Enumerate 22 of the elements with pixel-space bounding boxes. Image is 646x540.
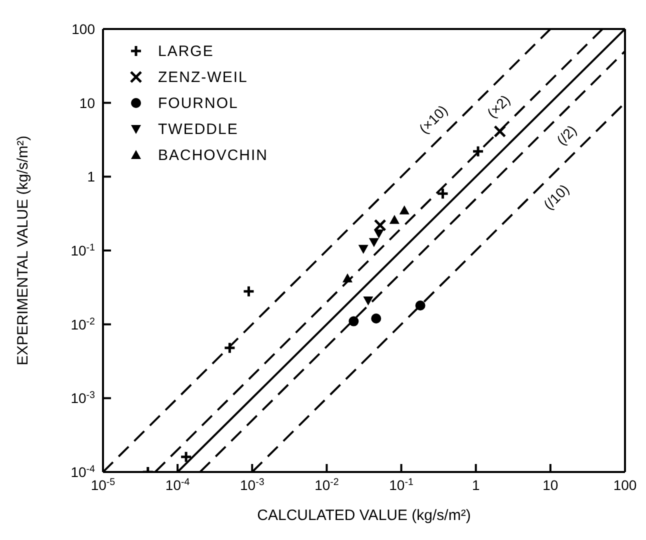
annotation: (×2)	[484, 92, 514, 121]
y-tick-label: 1	[87, 168, 96, 185]
y-axis-title: EXPERIMENTAL VALUE (kg/s/m²)	[14, 136, 32, 366]
legend-label: TWEDDLE	[158, 120, 238, 138]
x-tick-label: 10$^{-1}$	[389, 476, 414, 493]
legend-label: BACHOVCHIN	[158, 146, 268, 164]
x-tick-label: 10	[542, 477, 558, 493]
annotation: (/2)	[553, 122, 580, 148]
y-tick-label: 10$^{-3}$	[70, 390, 96, 406]
y-tick-label: 10$^{-2}$	[70, 316, 95, 332]
y-tick-label: 10	[79, 94, 96, 111]
legend-label: LARGE	[158, 42, 214, 60]
x-tick-label: 100	[613, 477, 637, 493]
legend-label: FOURNOL	[158, 94, 238, 112]
x-tick-label: 10$^{-3}$	[240, 476, 265, 493]
x-tick-label: 1	[472, 477, 480, 493]
legend-label: ZENZ-WEIL	[158, 68, 248, 86]
x-tick-label: 10$^{-2}$	[314, 476, 339, 493]
x-axis-title: CALCULATED VALUE (kg/s/m²)	[257, 507, 471, 524]
y-tick-label: 10$^{-1}$	[70, 242, 95, 258]
x-tick-label: 10$^{-4}$	[165, 476, 190, 493]
y-tick-label: 100	[72, 21, 96, 37]
